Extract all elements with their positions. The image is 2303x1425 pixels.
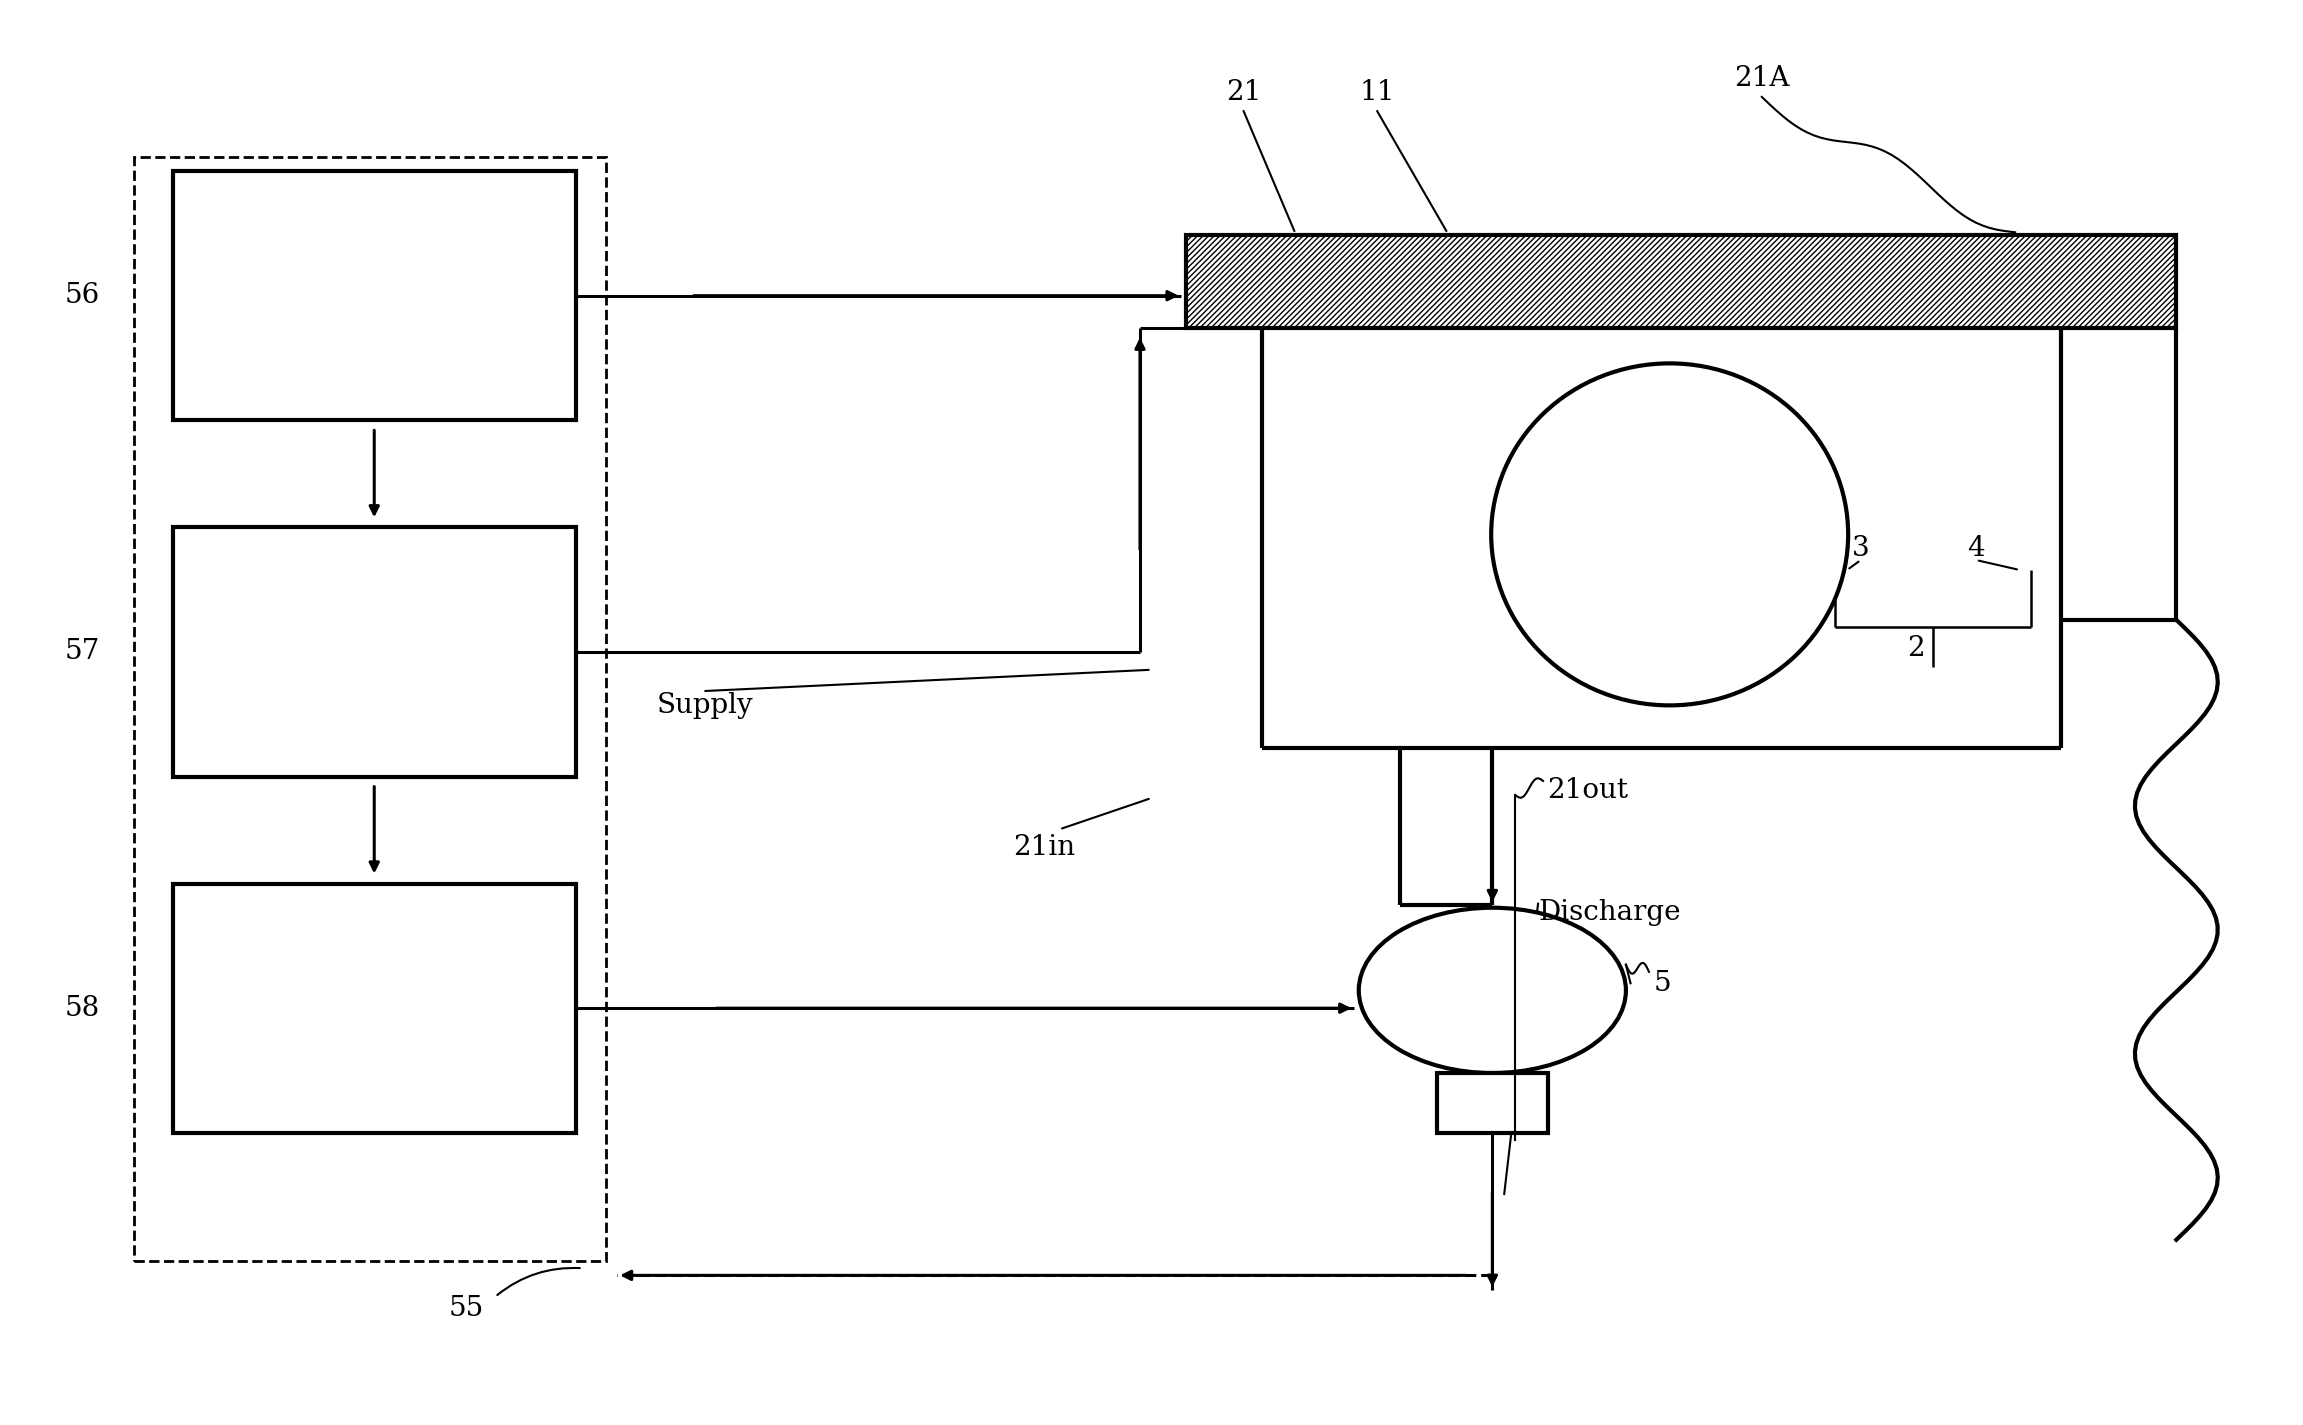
Bar	[173, 171, 576, 420]
Text: 4: 4	[1967, 536, 1985, 561]
Text: 56: 56	[64, 282, 99, 309]
Text: 5: 5	[1654, 970, 1672, 996]
Bar	[134, 157, 606, 1261]
Text: Supply: Supply	[656, 693, 753, 718]
Text: 58: 58	[64, 995, 99, 1022]
Text: 2: 2	[1907, 636, 1925, 661]
Text: 21A: 21A	[1734, 66, 1789, 91]
Text: 21in: 21in	[1013, 835, 1076, 861]
Ellipse shape	[1490, 363, 1847, 705]
Text: 21: 21	[1225, 80, 1262, 105]
Bar	[1437, 1073, 1548, 1133]
Text: 3: 3	[1852, 536, 1870, 561]
Text: Discharge: Discharge	[1538, 899, 1681, 925]
Circle shape	[1359, 908, 1626, 1073]
Text: 57: 57	[64, 638, 99, 665]
Text: 21out: 21out	[1548, 778, 1628, 804]
Bar	[173, 884, 576, 1133]
Bar	[173, 527, 576, 777]
Text: 11: 11	[1359, 80, 1396, 105]
Bar	[1186, 235, 2176, 328]
Text: 55: 55	[449, 1295, 484, 1321]
